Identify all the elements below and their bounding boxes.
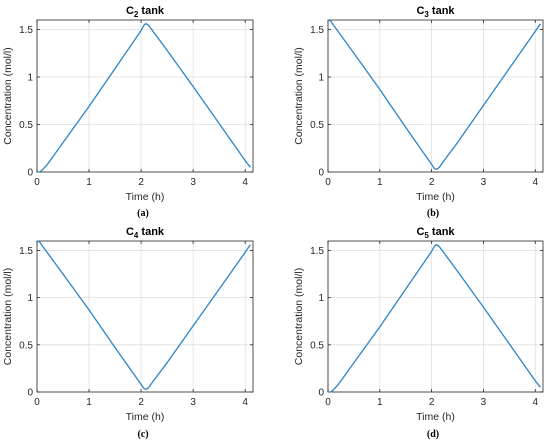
title-subscript: 4 (134, 231, 139, 240)
chart-panel-4: 0 1 2 3 4 0 0.5 1 1.5 C5 tank Time (h) Concentratio… (293, 226, 544, 440)
panel-caption: (b) (427, 208, 439, 219)
y-tick-label: 1 (318, 293, 324, 304)
x-tick-label: 4 (242, 177, 248, 188)
x-tick-label: 1 (86, 177, 92, 188)
x-tick-label: 4 (532, 177, 538, 188)
x-tick-label: 1 (377, 177, 383, 188)
y-tick-label: 1.5 (310, 25, 324, 36)
chart-title: C4 tank (126, 226, 165, 240)
y-tick-label: 1 (27, 73, 33, 84)
y-tick-label: 1.5 (310, 246, 324, 257)
title-main: C (416, 226, 424, 238)
title-suffix: tank (429, 5, 456, 17)
series-line (36, 240, 251, 390)
x-tick-label: 2 (429, 177, 435, 188)
title-subscript: 3 (424, 10, 429, 19)
y-axis-label: Concentration (mol/l) (293, 268, 305, 365)
x-axis-label: Time (h) (126, 411, 165, 423)
panel-caption: (c) (137, 429, 148, 440)
y-tick-label: 1.5 (19, 25, 33, 36)
y-tick-label: 0 (318, 388, 324, 399)
x-tick-label: 3 (190, 177, 196, 188)
x-tick-label: 3 (481, 397, 487, 408)
y-tick-label: 0 (27, 388, 33, 399)
y-tick-label: 1 (318, 73, 324, 84)
axes-box (36, 19, 254, 173)
x-tick-label: 1 (377, 397, 383, 408)
y-tick-label: 0.5 (310, 340, 324, 351)
x-tick-label: 3 (190, 397, 196, 408)
title-subscript: 2 (134, 10, 139, 19)
y-axis-label: Concentration (mol/l) (293, 47, 305, 144)
y-tick-label: 0.5 (19, 340, 33, 351)
title-main: C (416, 5, 424, 17)
panel-caption: (a) (137, 208, 149, 219)
series-line (327, 19, 541, 170)
x-tick-label: 2 (138, 177, 144, 188)
x-tick-label: 0 (325, 177, 331, 188)
axes-box (36, 240, 254, 393)
series-line (37, 23, 251, 173)
chart-title: C2 tank (126, 5, 165, 19)
series-line (328, 244, 541, 393)
title-main: C (126, 226, 134, 238)
x-axis-label: Time (h) (126, 191, 165, 203)
x-tick-label: 0 (34, 397, 40, 408)
title-main: C (126, 5, 134, 17)
y-tick-label: 0 (27, 168, 33, 179)
y-tick-label: 1 (27, 293, 33, 304)
x-tick-label: 4 (242, 397, 248, 408)
y-axis-label: Concentration (mol/l) (2, 47, 14, 144)
y-tick-label: 0 (318, 168, 324, 179)
x-tick-label: 2 (138, 397, 144, 408)
title-suffix: tank (429, 226, 456, 238)
axes-box (327, 240, 544, 393)
title-suffix: tank (138, 226, 165, 238)
x-tick-label: 3 (481, 177, 487, 188)
x-tick-label: 4 (532, 397, 538, 408)
y-axis-label: Concentration (mol/l) (2, 268, 14, 365)
x-tick-label: 0 (325, 397, 331, 408)
title-subscript: 5 (424, 231, 429, 240)
title-suffix: tank (138, 5, 165, 17)
y-tick-label: 1.5 (19, 246, 33, 257)
panel-caption: (d) (427, 429, 439, 440)
x-axis-label: Time (h) (416, 191, 455, 203)
x-axis-label: Time (h) (416, 411, 455, 423)
x-tick-label: 2 (429, 397, 435, 408)
chart-title: C3 tank (416, 5, 455, 19)
x-tick-label: 0 (34, 177, 40, 188)
y-tick-label: 0.5 (310, 120, 324, 131)
y-tick-label: 0.5 (19, 120, 33, 131)
x-tick-label: 1 (86, 397, 92, 408)
axes-box (327, 19, 544, 173)
chart-title: C5 tank (416, 226, 455, 240)
